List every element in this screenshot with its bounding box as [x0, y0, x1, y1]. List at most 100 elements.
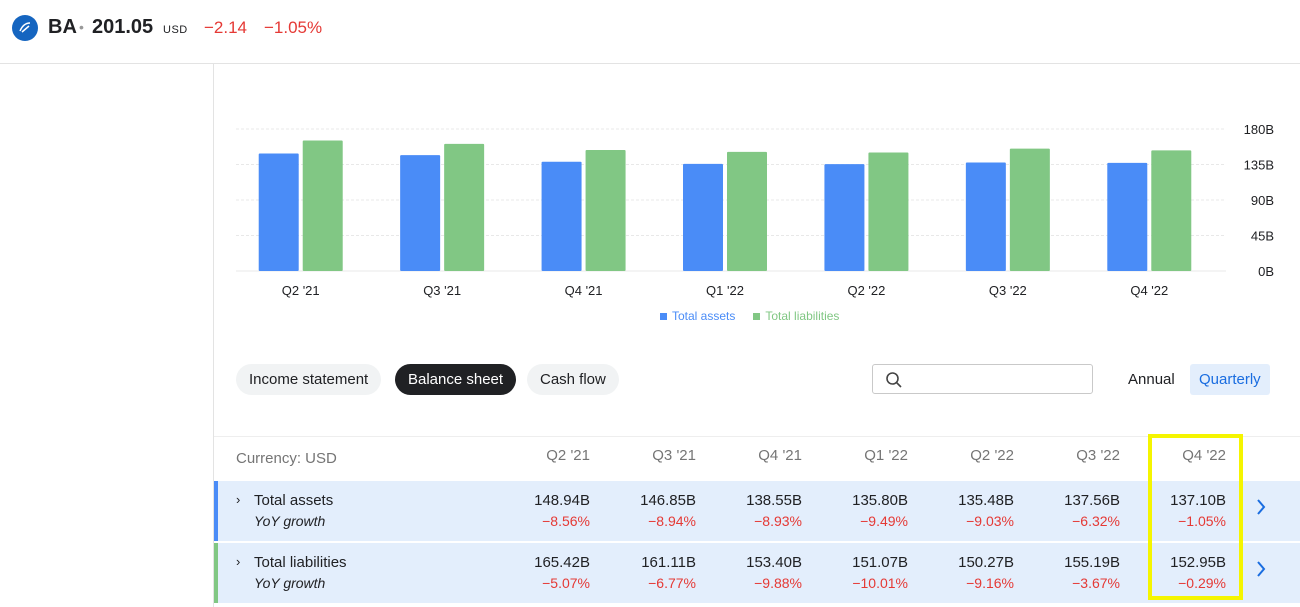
search-icon: [886, 372, 902, 388]
bar-total-assets: [541, 161, 582, 271]
column-header: Q3 '22: [1076, 447, 1120, 464]
bar-total-liabilities: [1009, 148, 1050, 271]
x-tick-label: Q1 '22: [706, 283, 744, 298]
expand-chevron-icon[interactable]: ›: [236, 554, 241, 569]
price-change: −2.14: [204, 18, 248, 37]
header-separator: •: [79, 19, 84, 35]
financials-panel: [213, 64, 1300, 607]
price-change-percent: −1.05%: [264, 18, 323, 37]
cell-growth: −3.67%: [1072, 575, 1120, 591]
bar-total-assets: [683, 163, 723, 271]
ticker-symbol: BA: [48, 16, 77, 38]
y-tick-label: 90B: [1251, 193, 1274, 208]
x-tick-label: Q2 '22: [847, 283, 885, 298]
cell-growth: −1.05%: [1178, 513, 1226, 529]
x-tick-label: Q4 '21: [565, 283, 603, 298]
cell-growth: −6.32%: [1072, 513, 1120, 529]
x-tick-label: Q2 '21: [282, 283, 320, 298]
cell-value: 137.56B: [1064, 492, 1120, 509]
cell-value: 153.40B: [746, 554, 802, 571]
y-tick-label: 0B: [1258, 264, 1274, 279]
bar-total-assets: [965, 162, 1006, 271]
cell-growth: −8.56%: [542, 513, 590, 529]
column-header: Q3 '21: [652, 447, 696, 464]
cell-growth: −9.16%: [966, 575, 1014, 591]
table-divider: [214, 436, 1300, 437]
row-label-total-assets: Total assets: [254, 492, 334, 509]
y-tick-label: 45B: [1251, 229, 1274, 244]
bar-total-assets: [824, 164, 865, 271]
boeing-logo-icon: [19, 22, 31, 33]
legend-label-assets: Total assets: [672, 309, 736, 323]
y-tick-label: 135B: [1244, 158, 1274, 173]
cell-value: 148.94B: [534, 492, 590, 509]
expand-chevron-icon[interactable]: ›: [236, 492, 241, 507]
cell-growth: −6.77%: [648, 575, 696, 591]
bar-total-assets: [258, 153, 299, 271]
header-bar: BA • 201.05 USD −2.14 −1.05%: [0, 0, 1300, 64]
cell-value: 150.27B: [958, 554, 1014, 571]
tab-cash-flow[interactable]: Cash flow: [527, 364, 619, 395]
bar-total-liabilities: [868, 152, 909, 271]
row-color-bar-liabilities: [214, 543, 218, 603]
x-tick-label: Q3 '22: [989, 283, 1027, 298]
table-row-total-liabilities[interactable]: › Total liabilities YoY growth 165.42B −5…: [214, 543, 1300, 603]
bar-total-assets: [1107, 162, 1148, 271]
column-header: Q2 '22: [970, 447, 1014, 464]
period-quarterly-button[interactable]: Quarterly: [1190, 364, 1270, 395]
chart-legend: Total assets Total liabilities: [660, 309, 839, 323]
cell-growth: −8.94%: [648, 513, 696, 529]
cell-value: 152.95B: [1170, 554, 1226, 571]
table-currency-label: Currency: USD: [236, 450, 337, 467]
cell-growth: −8.93%: [754, 513, 802, 529]
row-sublabel-yoy: YoY growth: [254, 575, 326, 591]
bar-total-liabilities: [727, 151, 767, 271]
y-tick-label: 180B: [1244, 122, 1274, 137]
cell-growth: −9.49%: [860, 513, 908, 529]
chevron-right-icon[interactable]: [1254, 497, 1268, 517]
price-currency: USD: [163, 24, 188, 36]
company-logo: [12, 15, 38, 41]
bar-total-liabilities: [302, 140, 343, 271]
tab-balance-sheet[interactable]: Balance sheet: [395, 364, 517, 395]
column-header: Q4 '22: [1182, 447, 1226, 464]
cell-value: 165.42B: [534, 554, 590, 571]
balance-sheet-chart: 180B 135B 90B 45B 0B Q2 '21 Q3 '21 Q4 '21 Q1 '22…: [236, 122, 1274, 298]
cell-value: 161.11B: [641, 554, 696, 571]
cell-growth: −5.07%: [542, 575, 590, 591]
x-tick-label: Q4 '22: [1130, 283, 1168, 298]
highlight-box-q4-22: [1148, 434, 1243, 600]
column-header: Q2 '21: [546, 447, 590, 464]
cell-value: 155.19B: [1064, 554, 1120, 571]
tab-income-statement[interactable]: Income statement: [236, 364, 382, 395]
x-tick-label: Q3 '21: [423, 283, 461, 298]
period-annual-button[interactable]: Annual: [1128, 371, 1175, 388]
row-sublabel-yoy: YoY growth: [254, 513, 326, 529]
chevron-right-icon[interactable]: [1254, 559, 1268, 579]
bar-total-liabilities: [1151, 150, 1192, 271]
stock-price: 201.05: [92, 16, 154, 38]
column-header: Q4 '21: [758, 447, 802, 464]
search-input[interactable]: [872, 364, 1093, 394]
bar-total-liabilities: [585, 149, 626, 271]
table-row-total-assets[interactable]: › Total assets YoY growth 148.94B −8.56% 1…: [214, 481, 1300, 541]
column-header: Q1 '22: [864, 447, 908, 464]
legend-item-liabilities[interactable]: Total liabilities: [753, 309, 839, 323]
row-label-total-liabilities: Total liabilities: [254, 554, 347, 571]
legend-swatch-assets: [660, 312, 667, 320]
legend-label-liabilities: Total liabilities: [765, 309, 840, 323]
legend-item-assets[interactable]: Total assets: [660, 309, 735, 323]
cell-value: 135.80B: [852, 492, 908, 509]
cell-value: 151.07B: [852, 554, 908, 571]
cell-growth: −0.29%: [1178, 575, 1226, 591]
row-color-bar-assets: [214, 481, 218, 541]
cell-value: 146.85B: [640, 492, 696, 509]
cell-growth: −9.03%: [966, 513, 1014, 529]
cell-value: 135.48B: [958, 492, 1014, 509]
cell-value: 138.55B: [746, 492, 802, 509]
cell-value: 137.10B: [1170, 492, 1226, 509]
cell-growth: −9.88%: [754, 575, 802, 591]
legend-swatch-liabilities: [753, 312, 761, 320]
cell-growth: −10.01%: [852, 575, 908, 591]
bar-total-liabilities: [444, 143, 485, 271]
